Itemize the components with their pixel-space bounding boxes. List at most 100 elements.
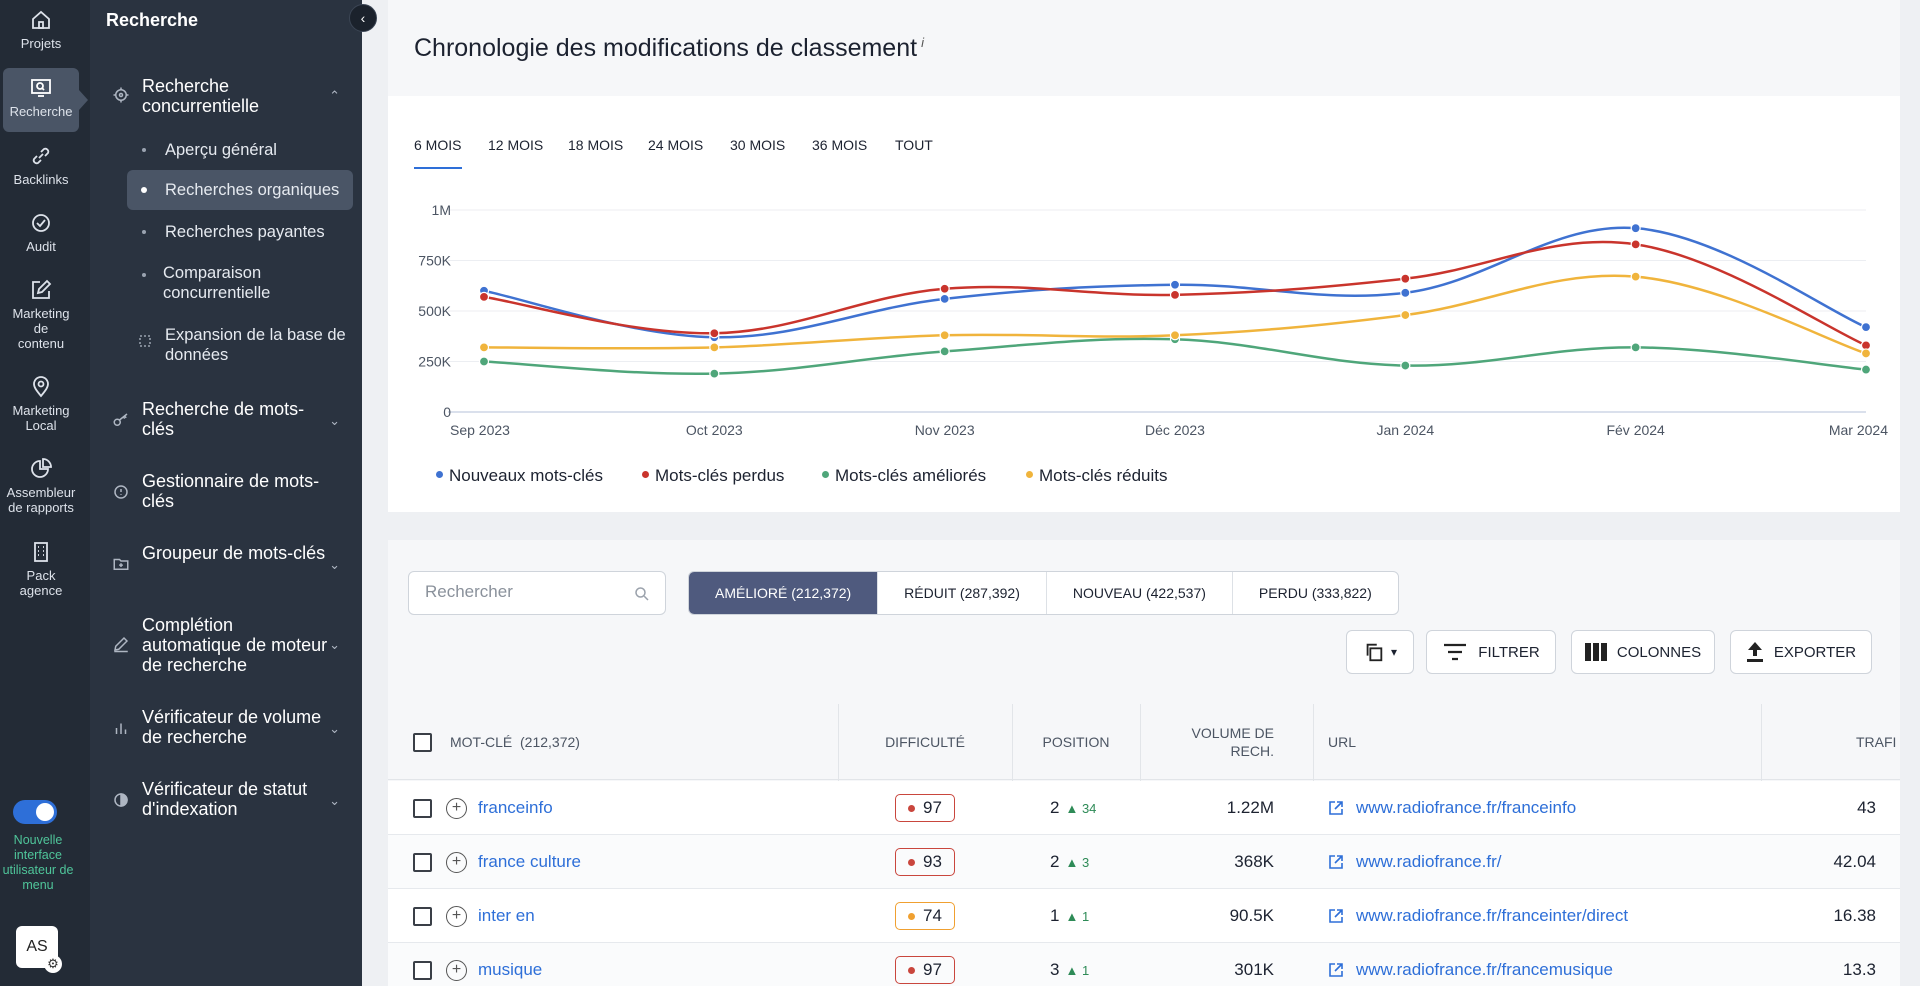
- tab-tout[interactable]: TOUT: [895, 137, 933, 153]
- segment-reduit[interactable]: RÉDUIT (287,392): [877, 572, 1046, 614]
- table-row[interactable]: + musique 97 3 ▲ 1 301K www.radiofrance.fr/fra…: [388, 943, 1900, 986]
- rail-item-projets[interactable]: Projets: [3, 0, 79, 60]
- data-point[interactable]: [939, 346, 950, 357]
- segment-ameliore[interactable]: AMÉLIORÉ (212,372): [689, 572, 878, 614]
- y-tick-label: 0: [443, 404, 451, 420]
- search-input[interactable]: [425, 582, 625, 602]
- info-icon[interactable]: i: [921, 34, 924, 50]
- filter-button[interactable]: FILTRER: [1426, 630, 1556, 674]
- data-point[interactable]: [709, 368, 720, 379]
- legend-reduits[interactable]: Mots-clés réduits: [1026, 466, 1167, 486]
- rail-item-recherche[interactable]: Recherche: [3, 68, 88, 132]
- subnav-comparaison[interactable]: Comparaison concurrentielle: [127, 255, 353, 303]
- nav-group-recherche-concurrentielle[interactable]: Recherche concurrentielle ⌃: [90, 76, 362, 118]
- data-point[interactable]: [1169, 289, 1181, 300]
- subnav-expansion[interactable]: Expansion de la base de données: [127, 317, 353, 365]
- url-link[interactable]: www.radiofrance.fr/franceinfo: [1328, 781, 1576, 835]
- header-keyword[interactable]: MOT-CLÉ (212,372): [450, 734, 580, 750]
- rail-item-assembleur[interactable]: Assembleur de rapports: [3, 449, 79, 521]
- nav-group-groupeur[interactable]: Groupeur de mots-clés ⌄: [90, 543, 362, 587]
- copy-dropdown-button[interactable]: ▾: [1346, 630, 1414, 674]
- legend-ameliores[interactable]: Mots-clés améliorés: [822, 466, 986, 486]
- rail-item-marketing-local[interactable]: Marketing Local: [3, 367, 79, 439]
- legend-nouveaux[interactable]: Nouveaux mots-clés: [436, 466, 603, 486]
- data-point[interactable]: [1630, 239, 1641, 250]
- search-icon[interactable]: [633, 585, 651, 603]
- row-checkbox[interactable]: [413, 943, 432, 986]
- nav-group-recherche-mots-cles[interactable]: Recherche de mots-clés ⌄: [90, 399, 362, 443]
- data-point[interactable]: [1400, 273, 1411, 284]
- data-point[interactable]: [1630, 342, 1641, 353]
- header-url[interactable]: URL: [1328, 734, 1357, 750]
- chevron-left-icon: ‹: [360, 10, 366, 26]
- row-checkbox[interactable]: [413, 835, 432, 889]
- subnav-recherches-payantes[interactable]: Recherches payantes: [127, 212, 353, 252]
- data-point[interactable]: [939, 293, 950, 304]
- data-point[interactable]: [1860, 364, 1872, 375]
- rail-item-audit[interactable]: Audit: [3, 203, 79, 263]
- nav-group-gestionnaire[interactable]: Gestionnaire de mots-clés: [90, 471, 362, 515]
- nav-group-verificateur-volume[interactable]: Vérificateur de volume de recherche ⌄: [90, 707, 362, 751]
- add-keyword-button[interactable]: +: [446, 781, 467, 835]
- table-row[interactable]: + france culture 93 2 ▲ 3 368K www.radiofrance…: [388, 835, 1900, 889]
- keyword-link[interactable]: franceinfo: [478, 798, 553, 817]
- tab-18-mois[interactable]: 18 MOIS: [568, 137, 624, 153]
- data-point[interactable]: [1400, 309, 1411, 321]
- subnav-recherches-organiques[interactable]: Recherches organiques: [127, 170, 353, 210]
- nav-group-completion[interactable]: Complétion automatique de moteur de rech…: [90, 615, 362, 679]
- data-point[interactable]: [478, 342, 490, 353]
- data-point[interactable]: [939, 330, 950, 341]
- columns-button[interactable]: COLONNES: [1571, 630, 1715, 674]
- header-volume[interactable]: VOLUME DE RECH.: [1191, 725, 1274, 759]
- data-point[interactable]: [1860, 348, 1872, 359]
- gear-icon[interactable]: ⚙: [44, 955, 62, 973]
- add-keyword-button[interactable]: +: [446, 943, 467, 986]
- keyword-link[interactable]: inter en: [478, 906, 535, 925]
- data-point[interactable]: [1400, 287, 1411, 298]
- url-link[interactable]: www.radiofrance.fr/francemusique: [1328, 943, 1613, 986]
- export-button[interactable]: EXPORTER: [1730, 630, 1872, 674]
- data-point[interactable]: [709, 328, 720, 339]
- rail-item-backlinks[interactable]: Backlinks: [3, 136, 79, 196]
- segment-nouveau[interactable]: NOUVEAU (422,537): [1045, 572, 1232, 614]
- header-difficulty[interactable]: DIFFICULTÉ: [885, 734, 965, 750]
- data-point[interactable]: [1630, 223, 1641, 234]
- keyword-link[interactable]: musique: [478, 960, 543, 979]
- data-point[interactable]: [478, 291, 490, 302]
- data-point[interactable]: [1860, 322, 1872, 333]
- data-point[interactable]: [1169, 330, 1181, 341]
- tab-6-mois[interactable]: 6 MOIS: [414, 137, 462, 153]
- url-link[interactable]: www.radiofrance.fr/: [1328, 835, 1502, 889]
- rail-item-pack-agence[interactable]: Pack agence: [3, 532, 79, 604]
- x-tick-label: Mar 2024: [1829, 422, 1888, 438]
- data-point[interactable]: [1630, 271, 1641, 282]
- tab-12-mois[interactable]: 12 MOIS: [488, 137, 544, 153]
- subnav-apercu-general[interactable]: Aperçu général: [127, 130, 353, 170]
- header-traffic[interactable]: TRAFI: [1856, 734, 1897, 750]
- url-link[interactable]: www.radiofrance.fr/franceinter/direct: [1328, 889, 1628, 943]
- row-checkbox[interactable]: [413, 889, 432, 943]
- tab-30-mois[interactable]: 30 MOIS: [730, 137, 786, 153]
- tab-24-mois[interactable]: 24 MOIS: [648, 137, 704, 153]
- position-delta: ▲ 1: [1065, 962, 1090, 978]
- tab-36-mois[interactable]: 36 MOIS: [812, 137, 868, 153]
- data-point[interactable]: [939, 283, 950, 294]
- add-keyword-button[interactable]: +: [446, 889, 467, 943]
- table-row[interactable]: + inter en 74 1 ▲ 1 90.5K www.radiofrance.fr/f…: [388, 889, 1900, 943]
- new-menu-toggle[interactable]: [13, 800, 57, 824]
- data-point[interactable]: [1400, 360, 1411, 371]
- legend-perdus[interactable]: Mots-clés perdus: [642, 466, 784, 486]
- data-point[interactable]: [1169, 279, 1181, 290]
- table-row[interactable]: + franceinfo 97 2 ▲ 34 1.22M www.radiofrance.f…: [388, 781, 1900, 835]
- collapse-sidebar-button[interactable]: ‹: [349, 4, 377, 32]
- row-checkbox[interactable]: [413, 781, 432, 835]
- segment-perdu[interactable]: PERDU (333,822): [1231, 572, 1398, 614]
- nav-group-verificateur-indexation[interactable]: Vérificateur de statut d'indexation ⌄: [90, 779, 362, 823]
- rail-item-marketing-contenu[interactable]: Marketing de contenu: [3, 270, 79, 358]
- data-point[interactable]: [478, 356, 490, 367]
- header-position[interactable]: POSITION: [1042, 734, 1110, 750]
- select-all-checkbox[interactable]: [413, 704, 432, 780]
- data-point[interactable]: [709, 342, 720, 353]
- keyword-link[interactable]: france culture: [478, 852, 581, 871]
- add-keyword-button[interactable]: +: [446, 835, 467, 889]
